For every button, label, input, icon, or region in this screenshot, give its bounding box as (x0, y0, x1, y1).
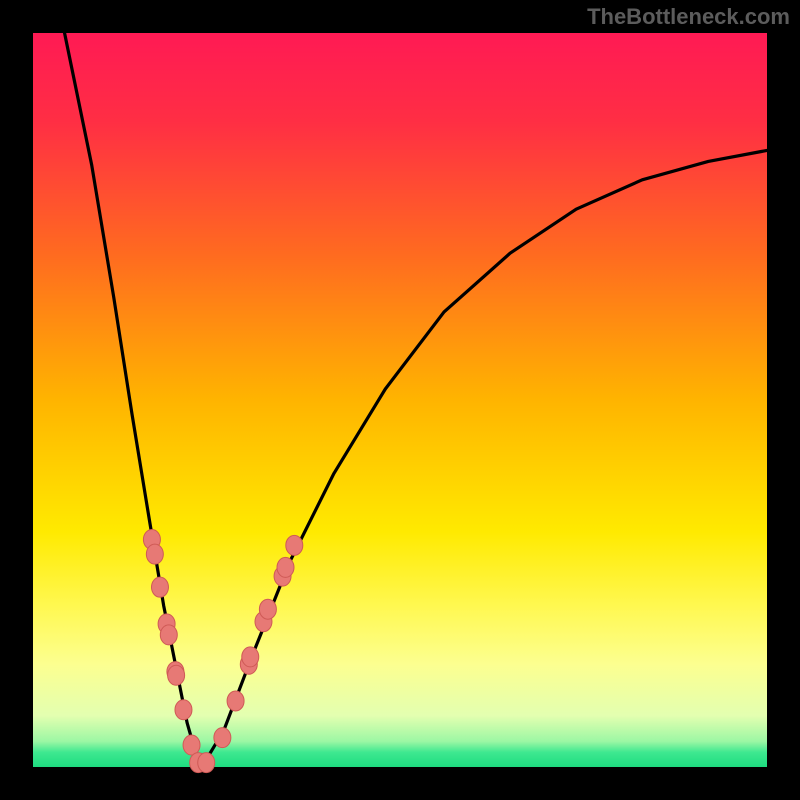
marker-group (143, 529, 302, 772)
data-marker (286, 535, 303, 555)
data-marker (277, 557, 294, 577)
data-marker (151, 577, 168, 597)
data-marker (175, 700, 192, 720)
watermark-text: TheBottleneck.com (587, 4, 790, 30)
chart-container: TheBottleneck.com (0, 0, 800, 800)
data-marker (259, 599, 276, 619)
data-marker (160, 625, 177, 645)
curve-left (65, 33, 202, 767)
data-marker (146, 544, 163, 564)
data-marker (198, 753, 215, 773)
chart-svg (0, 0, 800, 800)
data-marker (242, 647, 259, 667)
curve-right (202, 150, 767, 767)
data-marker (168, 665, 185, 685)
data-marker (227, 691, 244, 711)
data-marker (214, 728, 231, 748)
data-marker (183, 735, 200, 755)
